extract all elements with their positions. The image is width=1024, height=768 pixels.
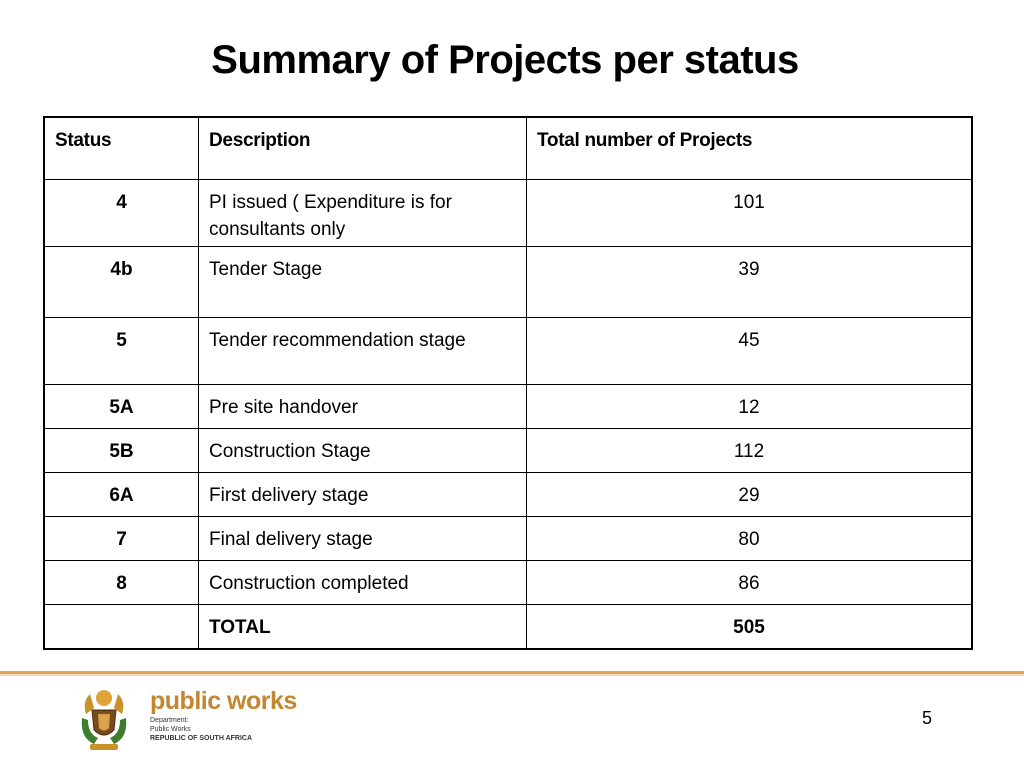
row-total: 39 — [526, 246, 973, 318]
total-row-label: TOTAL — [198, 604, 527, 650]
row-description: Pre site handover — [198, 384, 527, 429]
logo-brand-text: public works — [150, 687, 297, 715]
row-description: Tender recommendation stage — [198, 317, 527, 385]
row-description: Tender Stage — [198, 246, 527, 318]
row-total: 45 — [526, 317, 973, 385]
table-row: 4b Tender Stage 39 — [43, 246, 973, 318]
row-status: 4 — [43, 179, 199, 247]
table-row: 5 Tender recommendation stage 45 — [43, 317, 973, 385]
row-status: 6A — [43, 472, 199, 517]
projects-status-table: Status Description Total number of Proje… — [43, 116, 973, 650]
row-total: 80 — [526, 516, 973, 561]
table-row: 5A Pre site handover 12 — [43, 384, 973, 429]
table-row: 7 Final delivery stage 80 — [43, 516, 973, 561]
coat-of-arms-icon — [81, 690, 127, 750]
table-row: 4 PI issued ( Expenditure is for consult… — [43, 179, 973, 247]
slide-title: Summary of Projects per status — [211, 38, 799, 82]
row-description: First delivery stage — [198, 472, 527, 517]
row-total: 29 — [526, 472, 973, 517]
footer-divider-shadow — [0, 674, 1024, 676]
department-logo: public works Department: Public Works RE… — [76, 684, 297, 758]
table-row: 6A First delivery stage 29 — [43, 472, 973, 517]
row-status: 5B — [43, 428, 199, 473]
row-status: 4b — [43, 246, 199, 318]
row-description: PI issued ( Expenditure is for consultan… — [198, 179, 527, 247]
row-status: 5A — [43, 384, 199, 429]
logo-department-label: Department: — [150, 717, 189, 724]
row-total: 112 — [526, 428, 973, 473]
row-status: 8 — [43, 560, 199, 605]
row-description: Construction completed — [198, 560, 527, 605]
total-row-value: 505 — [526, 604, 973, 650]
total-row-status — [43, 604, 199, 650]
row-status: 7 — [43, 516, 199, 561]
table-header-row: Status Description Total number of Proje… — [43, 116, 973, 180]
row-total: 101 — [526, 179, 973, 247]
footer-divider — [0, 671, 1024, 674]
logo-country: REPUBLIC OF SOUTH AFRICA — [150, 735, 253, 742]
table-row: 5B Construction Stage 112 — [43, 428, 973, 473]
row-status: 5 — [43, 317, 199, 385]
header-status: Status — [43, 116, 199, 180]
table-total-row: TOTAL 505 — [43, 604, 973, 650]
row-total: 12 — [526, 384, 973, 429]
header-description: Description — [198, 116, 527, 180]
page-number: 5 — [922, 708, 933, 728]
row-description: Construction Stage — [198, 428, 527, 473]
row-description: Final delivery stage — [198, 516, 527, 561]
header-total: Total number of Projects — [526, 116, 973, 180]
table-row: 8 Construction completed 86 — [43, 560, 973, 605]
row-total: 86 — [526, 560, 973, 605]
logo-department-name: Public Works — [150, 726, 191, 733]
